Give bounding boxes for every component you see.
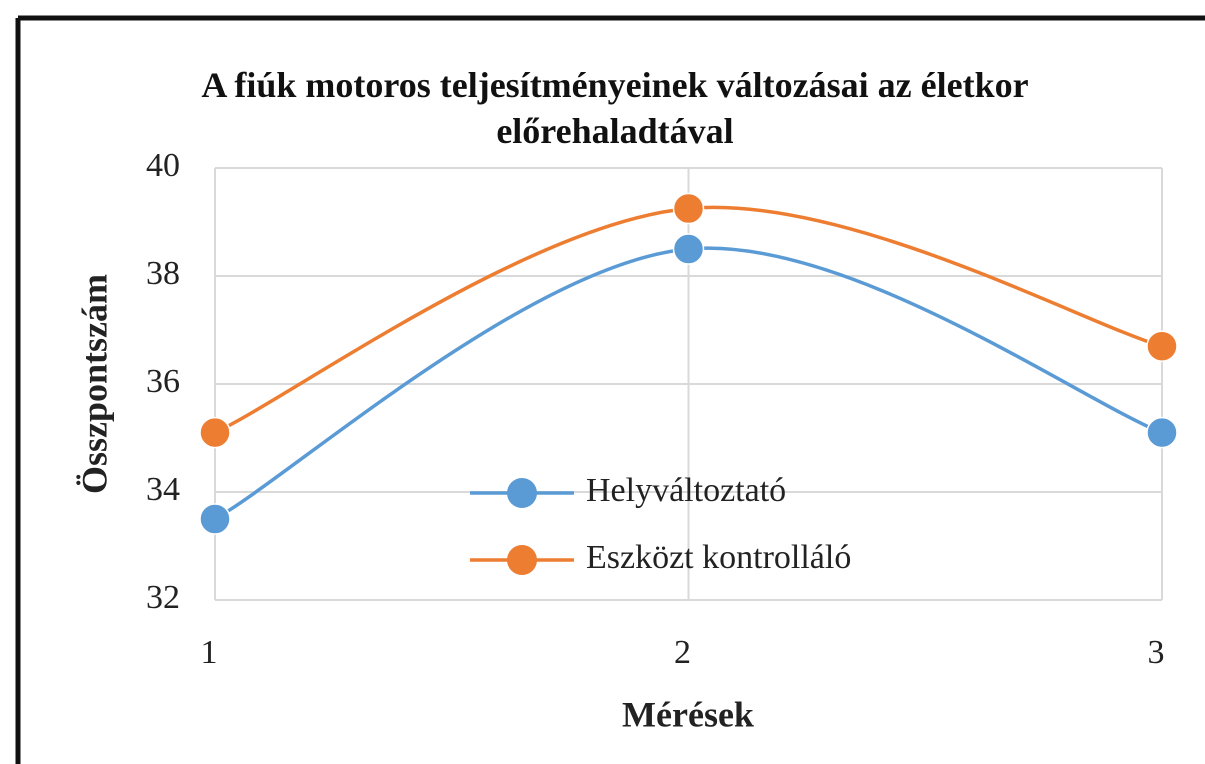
y-tick-label: 32: [146, 579, 180, 616]
marker: [199, 503, 231, 535]
y-tick-label: 40: [146, 147, 180, 184]
legend-label: Eszközt kontrolláló: [586, 539, 851, 576]
legend-label: Helyváltoztató: [586, 472, 786, 509]
x-tick-label: 1: [201, 634, 218, 671]
legend-marker: [507, 478, 537, 508]
legend-marker: [507, 545, 537, 575]
x-tick-label: 2: [674, 634, 691, 671]
y-tick-label: 38: [146, 255, 180, 292]
marker: [1146, 416, 1178, 449]
marker: [1146, 330, 1178, 362]
marker: [672, 192, 705, 225]
x-tick-label: 3: [1148, 634, 1165, 671]
y-axis-label: Összpontszám: [74, 274, 114, 494]
marker: [672, 233, 705, 265]
y-tick-label: 36: [146, 363, 180, 400]
x-axis-label: Mérések: [622, 694, 754, 734]
marker: [199, 416, 231, 449]
chart-title: A fiúk motoros teljesítményeinek változá…: [201, 65, 1029, 151]
y-tick-label: 34: [146, 471, 180, 508]
